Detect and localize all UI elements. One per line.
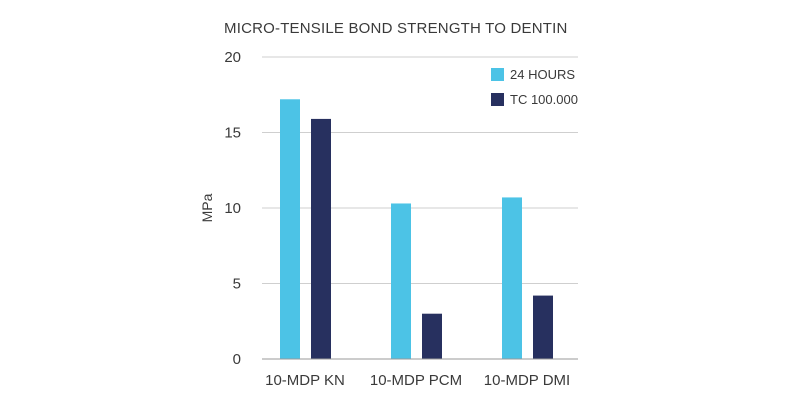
y-tick-label: 0 — [233, 351, 241, 368]
legend-label: TC 100.000 — [510, 92, 578, 107]
legend-swatch — [491, 68, 504, 81]
x-tick-label: 10-MDP DMI — [484, 372, 570, 389]
legend: 24 HOURS TC 100.000 — [491, 67, 578, 107]
bar-24-hours-1 — [280, 99, 300, 359]
y-tick-label: 20 — [224, 49, 241, 66]
y-axis-title: MPa — [199, 193, 215, 222]
bar-24-hours-2 — [391, 203, 411, 359]
chart-title: MICRO-TENSILE BOND STRENGTH TO DENTIN — [224, 20, 568, 37]
legend-label: 24 HOURS — [510, 67, 575, 82]
bars — [280, 99, 553, 359]
x-tick-label: 10-MDP PCM — [370, 372, 462, 389]
gridlines — [262, 56, 578, 284]
bar-tc-100000-3 — [533, 295, 553, 359]
y-axis-ticks: 0 5 10 15 20 — [224, 49, 241, 368]
y-tick-label: 15 — [224, 125, 241, 142]
bar-24-hours-3 — [502, 197, 522, 359]
x-axis-ticks: 10-MDP KN 10-MDP PCM 10-MDP DMI — [265, 372, 570, 389]
bar-tc-100000-2 — [422, 313, 442, 359]
y-tick-label: 5 — [233, 276, 241, 293]
x-tick-label: 10-MDP KN — [265, 372, 345, 389]
y-tick-label: 10 — [224, 200, 241, 217]
legend-swatch — [491, 93, 504, 106]
bar-tc-100000-1 — [311, 118, 331, 359]
